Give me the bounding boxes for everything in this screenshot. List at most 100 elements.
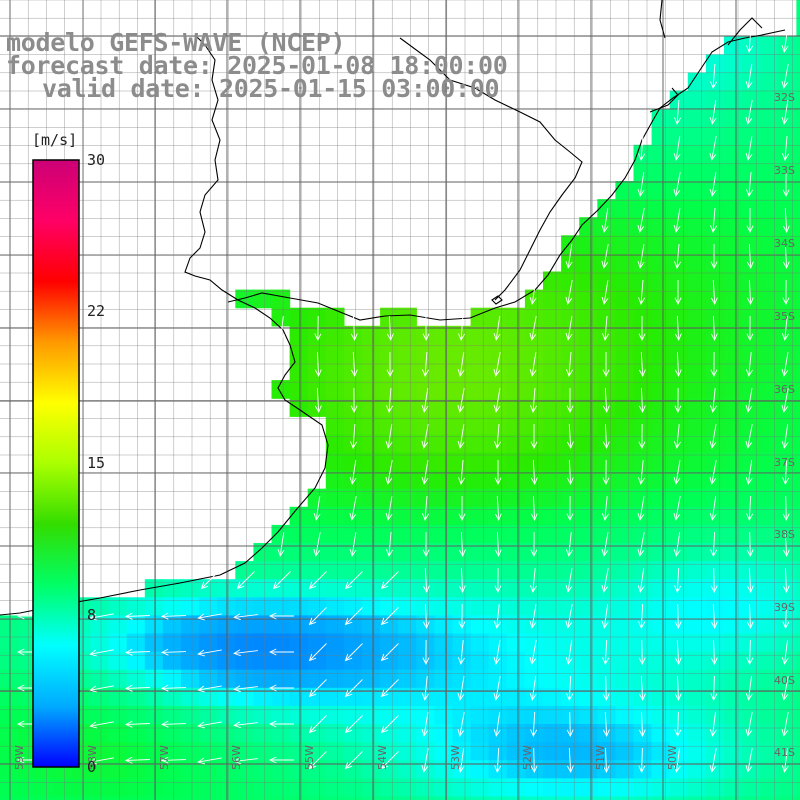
field-cell: [199, 669, 218, 689]
field-cell: [651, 651, 671, 671]
field-cell: [199, 742, 218, 761]
field-cell: [289, 687, 309, 707]
field-cell: [669, 380, 689, 399]
field-cell: [235, 724, 254, 743]
field-cell: [434, 597, 454, 616]
field-cell: [380, 452, 399, 472]
field-cell: [362, 362, 381, 381]
field-cell: [506, 416, 526, 435]
field-cell: [597, 343, 616, 363]
field-cell: [543, 452, 562, 472]
field-cell: [742, 181, 761, 200]
longitude-label: 54W: [376, 745, 389, 770]
field-cell: [398, 380, 417, 399]
latitude-label: 39S: [774, 601, 795, 614]
field-cell: [380, 470, 399, 490]
field-cell: [597, 470, 616, 490]
field-cell: [307, 579, 327, 598]
field-cell: [742, 597, 761, 616]
coastline-path: [727, 17, 763, 46]
field-cell: [0, 742, 19, 761]
wind-arrow: [602, 387, 610, 414]
field-cell: [651, 470, 671, 490]
field-cell: [506, 778, 526, 797]
field-cell: [307, 760, 327, 779]
field-cell: [126, 597, 146, 616]
field-cell: [488, 380, 508, 399]
field-cell: [90, 597, 110, 616]
field-cell: [579, 398, 598, 417]
field-cell: [90, 760, 110, 779]
wind-arrow: [268, 684, 294, 692]
field-cell: [488, 416, 508, 435]
field-cell: [633, 561, 653, 580]
latitude-label: 32S: [774, 91, 795, 104]
field-cell: [271, 524, 291, 544]
field-cell: [470, 651, 490, 671]
field-cell: [796, 36, 800, 55]
field-cell: [633, 253, 653, 273]
field-cell: [524, 398, 544, 417]
field-cell: [416, 579, 435, 598]
field-cell: [54, 796, 73, 800]
field-cell: [724, 181, 743, 200]
field-cell: [181, 687, 200, 707]
field-cell: [271, 561, 291, 580]
wind-arrow: [308, 571, 327, 590]
field-cell: [470, 742, 490, 761]
field-cell: [434, 343, 454, 363]
field-cell: [579, 687, 598, 707]
field-cell: [687, 452, 707, 472]
field-cell: [778, 72, 797, 92]
field-cell: [506, 307, 526, 327]
field-cell: [452, 343, 472, 363]
field-cell: [524, 561, 544, 580]
field-cell: [778, 633, 797, 653]
valid-date: valid date: 2025-01-15 03:00:00: [42, 74, 500, 103]
field-cell: [380, 724, 399, 743]
field-cell: [235, 796, 254, 800]
field-cell: [271, 579, 291, 598]
field-cell: [434, 506, 454, 526]
field-cell: [724, 633, 743, 653]
field-cell: [760, 54, 779, 73]
field-cell: [669, 705, 689, 725]
field-cell: [488, 488, 508, 508]
field-cell: [162, 796, 182, 800]
field-cell: [362, 452, 381, 472]
field-cell: [579, 434, 598, 454]
wind-arrow: [782, 135, 789, 162]
field-cell: [724, 597, 743, 616]
field-cell: [633, 235, 653, 254]
wind-arrow: [782, 279, 790, 306]
field-cell: [651, 162, 671, 182]
field-cell: [181, 724, 200, 743]
field-cell: [343, 561, 363, 580]
field-cell: [380, 488, 399, 508]
field-cell: [289, 705, 309, 725]
wind-arrow: [421, 676, 429, 701]
longitude-label: 53W: [449, 745, 462, 770]
field-cell: [615, 452, 635, 472]
field-cell: [271, 651, 291, 671]
field-cell: [796, 579, 800, 598]
field-cell: [434, 651, 454, 671]
field-cell: [217, 651, 236, 671]
field-cell: [506, 524, 526, 544]
latitude-label: 40S: [774, 674, 795, 687]
field-cell: [651, 108, 671, 128]
field-cell: [579, 633, 598, 653]
field-cell: [416, 380, 435, 399]
wind-arrow: [781, 388, 789, 413]
field-cell: [778, 778, 797, 797]
field-cell: [615, 253, 635, 273]
field-cell: [633, 524, 653, 544]
wind-arrow: [529, 280, 537, 305]
field-cell: [289, 651, 309, 671]
field-cell: [162, 597, 182, 616]
field-cell: [615, 633, 635, 653]
field-cell: [452, 398, 472, 417]
field-cell: [615, 289, 635, 309]
field-cell: [669, 126, 689, 146]
field-cell: [488, 398, 508, 417]
